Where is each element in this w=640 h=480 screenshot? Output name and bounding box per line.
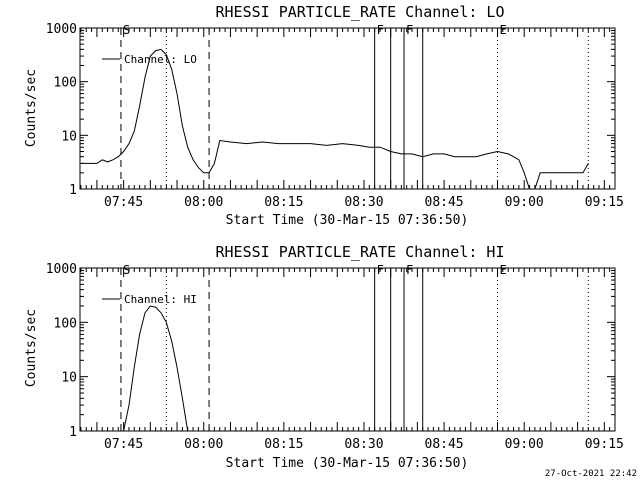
flag-label: S: [123, 23, 130, 37]
timestamp: 27-Oct-2021 22:42: [545, 469, 637, 479]
x-tick-label: 08:30: [344, 437, 383, 452]
flag-label: E: [499, 263, 506, 277]
legend-label: Channel: HI: [124, 293, 197, 306]
x-tick-label: 07:45: [104, 437, 143, 452]
y-tick-label: 1: [69, 183, 77, 198]
chart-title: RHESSI PARTICLE_RATE Channel: HI: [216, 243, 505, 261]
flag-label: S: [123, 263, 130, 277]
x-tick-label: 08:15: [264, 437, 303, 452]
y-axis-label: Counts/sec: [24, 69, 39, 147]
y-tick-label: 10: [61, 129, 77, 144]
x-tick-label: 07:45: [104, 195, 143, 210]
chart-title: RHESSI PARTICLE_RATE Channel: LO: [216, 3, 505, 21]
series-line: [80, 48, 589, 190]
y-tick-label: 100: [54, 76, 77, 91]
series-line: [123, 305, 189, 432]
y-tick-label: 1000: [46, 262, 77, 277]
x-axis-label: Start Time (30-Mar-15 07:36:50): [226, 213, 469, 228]
x-tick-label: 09:00: [505, 437, 544, 452]
flag-label: F: [406, 23, 413, 37]
flag-label: F: [406, 263, 413, 277]
x-tick-label: 08:45: [425, 195, 464, 210]
legend-label: Channel: LO: [124, 53, 197, 66]
x-tick-label: 08:00: [184, 195, 223, 210]
lo-channel-panel: RHESSI PARTICLE_RATE Channel: LO Start T…: [24, 3, 624, 228]
y-tick-label: 1: [69, 425, 77, 440]
y-tick-label: 100: [54, 316, 77, 331]
y-axis-label: Counts/sec: [24, 309, 39, 387]
x-tick-label: 08:30: [344, 195, 383, 210]
flag-label: F: [377, 23, 384, 37]
y-tick-label: 1000: [46, 22, 77, 37]
y-tick-label: 10: [61, 371, 77, 386]
x-tick-label: 08:00: [184, 437, 223, 452]
x-tick-label: 08:45: [425, 437, 464, 452]
x-tick-label: 09:15: [585, 437, 624, 452]
flag-label: F: [377, 263, 384, 277]
x-tick-label: 09:15: [585, 195, 624, 210]
x-tick-label: 09:00: [505, 195, 544, 210]
x-axis-label: Start Time (30-Mar-15 07:36:50): [226, 456, 469, 471]
hi-channel-panel: RHESSI PARTICLE_RATE Channel: HI Start T…: [24, 243, 624, 471]
x-tick-label: 08:15: [264, 195, 303, 210]
flag-label: E: [499, 23, 506, 37]
